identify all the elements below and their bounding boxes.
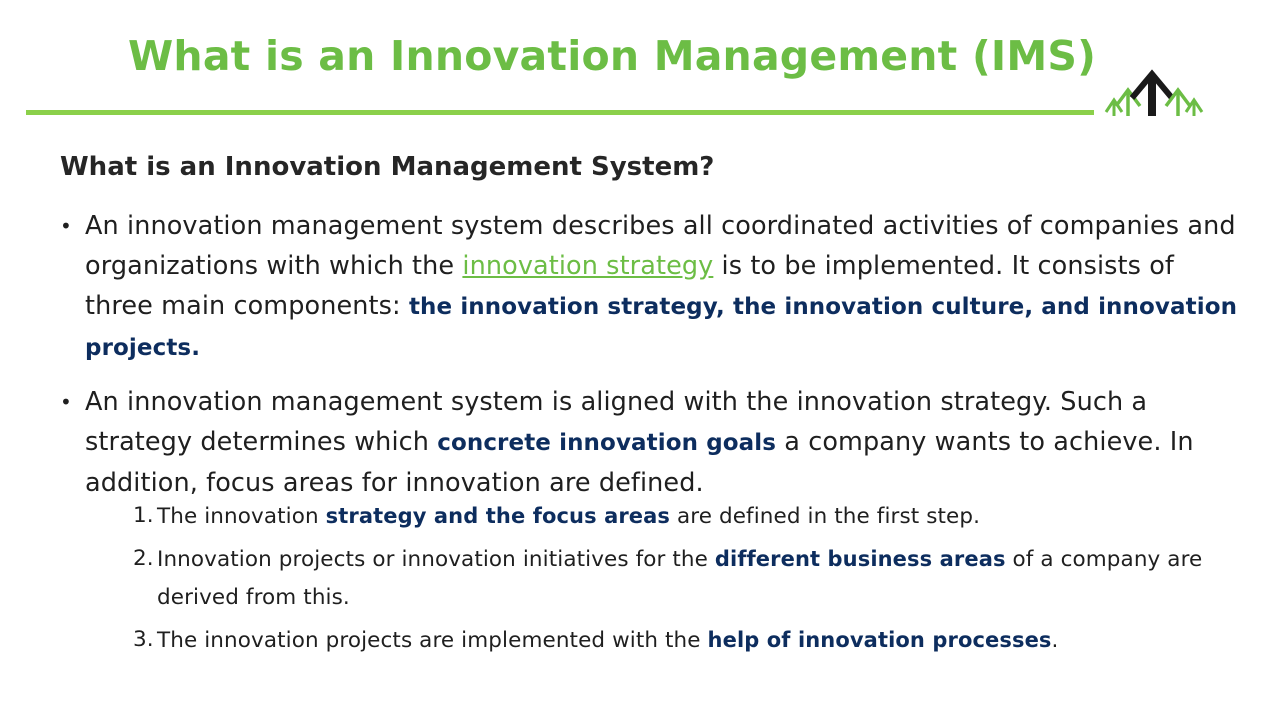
step-emphasis: help of innovation processes — [707, 628, 1052, 652]
title-underline — [26, 110, 1094, 115]
step-text: The innovation — [157, 504, 326, 529]
bullet-text: An innovation management system is align… — [85, 387, 1148, 457]
bullet-emphasis: the innovation strategy, the innovation … — [85, 294, 1238, 361]
step-emphasis: different business areas — [714, 547, 1006, 571]
bullet-marker: • — [60, 390, 72, 414]
innovation-strategy-link[interactable]: innovation strategy — [462, 251, 714, 281]
slide-title: What is an Innovation Management (IMS) — [128, 32, 1097, 80]
step-number: 1. — [133, 503, 154, 528]
step-text: are defined in the first step. — [670, 504, 981, 529]
bullet-text: a company wants to achieve. In addition,… — [85, 427, 1194, 498]
step-number: 3. — [133, 627, 154, 652]
step-number: 2. — [133, 546, 154, 571]
growth-arrows-logo-icon — [1104, 69, 1204, 116]
step-item: 2. Innovation projects or innovation ini… — [133, 540, 1250, 617]
bullet-marker: • — [60, 214, 72, 238]
step-item: 3. The innovation projects are implement… — [133, 621, 1250, 660]
step-item: 1. The innovation strategy and the focus… — [133, 497, 1250, 536]
bullet-item: • An innovation management system is ali… — [60, 382, 1250, 660]
bullet-item: • An innovation management system descri… — [60, 206, 1250, 368]
bullet-text: is to be implemented. It consists of thr… — [85, 251, 1175, 321]
step-text: The innovation projects are implemented … — [157, 628, 708, 653]
bullet-list: • An innovation management system descri… — [60, 206, 1250, 674]
step-text: of a company are derived from this. — [157, 547, 1203, 610]
bullet-emphasis: concrete innovation goals — [437, 430, 777, 456]
step-text: . — [1051, 628, 1059, 653]
section-heading: What is an Innovation Management System? — [60, 152, 715, 182]
bullet-text: An innovation management system describe… — [85, 211, 1236, 281]
step-text: Innovation projects or innovation initia… — [157, 547, 715, 572]
numbered-steps: 1. The innovation strategy and the focus… — [85, 497, 1250, 660]
step-emphasis: strategy and the focus areas — [325, 504, 671, 528]
